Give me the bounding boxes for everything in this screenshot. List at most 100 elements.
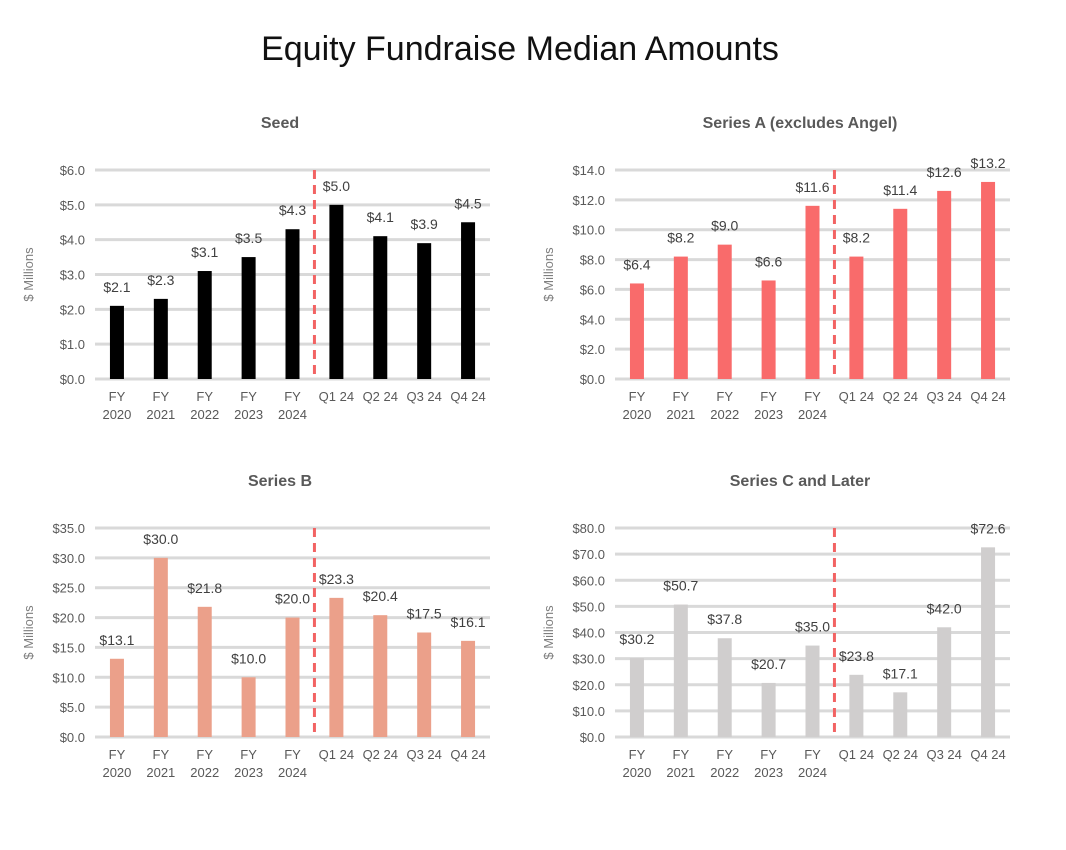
chart-title: Seed [261, 115, 299, 132]
bar [461, 640, 476, 737]
x-tick-label: Q1 24 [319, 389, 354, 404]
y-tick-label: $5.0 [60, 700, 85, 715]
data-label: $5.0 [323, 178, 350, 194]
bar [329, 597, 344, 737]
x-tick-label: FY [760, 389, 777, 404]
data-label: $8.2 [843, 230, 870, 246]
y-tick-label: $70.0 [572, 547, 605, 562]
bar [373, 615, 388, 737]
x-tick-label: FY [804, 389, 821, 404]
bar [761, 682, 776, 737]
y-tick-label: $2.0 [60, 302, 85, 317]
x-tick-label: Q2 24 [363, 747, 398, 762]
x-tick-label: 2022 [190, 407, 219, 422]
y-axis-label: $ Millions [21, 605, 36, 660]
bar [109, 305, 124, 379]
y-tick-label: $2.0 [580, 342, 605, 357]
x-tick-label: FY [716, 389, 733, 404]
data-label: $16.1 [451, 614, 486, 630]
y-tick-label: $20.0 [572, 678, 605, 693]
x-tick-label: Q4 24 [970, 747, 1005, 762]
x-tick-label: Q1 24 [839, 747, 874, 762]
data-label: $37.8 [707, 611, 742, 627]
bar [937, 190, 952, 379]
data-label: $23.3 [319, 571, 354, 587]
chart-svg: Series C and Later $ Millions $0.0 $10.0 $20… [541, 473, 1010, 780]
x-tick-label: FY [196, 389, 213, 404]
data-label: $4.1 [367, 209, 394, 225]
x-tick-label: 2020 [102, 407, 131, 422]
bar [805, 205, 820, 379]
x-tick-label: Q4 24 [970, 389, 1005, 404]
bar [197, 606, 212, 737]
y-tick-label: $15.0 [52, 640, 85, 655]
data-label: $17.1 [883, 665, 918, 681]
chart-title: Series B [248, 473, 312, 490]
x-tick-label: FY [804, 747, 821, 762]
data-label: $9.0 [711, 218, 738, 234]
x-tick-label: 2020 [622, 407, 651, 422]
bar [849, 674, 864, 737]
data-label: $20.7 [751, 656, 786, 672]
bar [329, 204, 344, 379]
chart-panel-seed: Seed $ Millions $0.0 $1.0 $2.0 $3.0 $4.0 $5.0 $6… [0, 100, 520, 460]
bar [153, 557, 168, 737]
chart-svg: Seed $ Millions $0.0 $1.0 $2.0 $3.0 $4.0 $5.0 $6… [21, 115, 490, 422]
data-label: $2.3 [147, 272, 174, 288]
bar [805, 645, 820, 737]
x-tick-label: FY [196, 747, 213, 762]
x-tick-label: Q3 24 [926, 389, 961, 404]
bar [417, 632, 432, 737]
x-tick-label: 2024 [278, 765, 307, 780]
x-tick-label: 2024 [798, 407, 827, 422]
bar [673, 256, 688, 379]
x-tick-label: Q2 24 [363, 389, 398, 404]
y-tick-label: $50.0 [572, 599, 605, 614]
data-label: $3.5 [235, 230, 262, 246]
data-label: $10.0 [231, 650, 266, 666]
y-tick-label: $4.0 [60, 233, 85, 248]
x-tick-label: Q4 24 [450, 389, 485, 404]
data-label: $12.6 [927, 164, 962, 180]
x-tick-label: FY [284, 747, 301, 762]
x-tick-label: Q4 24 [450, 747, 485, 762]
bar [285, 229, 300, 379]
y-tick-label: $6.0 [580, 282, 605, 297]
x-tick-label: 2021 [666, 407, 695, 422]
data-label: $3.1 [191, 244, 218, 260]
y-tick-label: $1.0 [60, 337, 85, 352]
x-tick-label: 2022 [710, 407, 739, 422]
data-label: $6.6 [755, 253, 782, 269]
x-tick-label: 2023 [234, 407, 263, 422]
chart-svg: Series A (excludes Angel) $ Millions $0.0 $… [541, 115, 1010, 422]
bar [241, 257, 256, 379]
y-tick-label: $30.0 [52, 551, 85, 566]
bar [629, 283, 644, 379]
page-title: Equity Fundraise Median Amounts [261, 30, 779, 68]
data-label: $4.3 [279, 202, 306, 218]
bar [285, 617, 300, 737]
x-tick-label: FY [240, 747, 257, 762]
bar [717, 638, 732, 737]
bar [849, 256, 864, 379]
bar [629, 658, 644, 737]
x-tick-label: FY [153, 747, 170, 762]
y-tick-label: $0.0 [580, 372, 605, 387]
y-tick-label: $14.0 [572, 163, 605, 178]
data-label: $11.6 [796, 179, 830, 195]
bar [761, 280, 776, 379]
x-tick-label: Q1 24 [319, 747, 354, 762]
y-tick-label: $10.0 [52, 670, 85, 685]
data-label: $42.0 [927, 600, 962, 616]
x-tick-label: FY [240, 389, 257, 404]
x-tick-label: Q2 24 [883, 389, 918, 404]
data-label: $3.9 [411, 216, 438, 232]
data-label: $17.5 [407, 606, 442, 622]
y-tick-label: $10.0 [572, 223, 605, 238]
y-tick-label: $0.0 [60, 372, 85, 387]
x-tick-label: 2020 [622, 765, 651, 780]
y-tick-label: $5.0 [60, 198, 85, 213]
data-label: $20.4 [363, 588, 398, 604]
bar [197, 271, 212, 379]
bar [893, 208, 908, 379]
